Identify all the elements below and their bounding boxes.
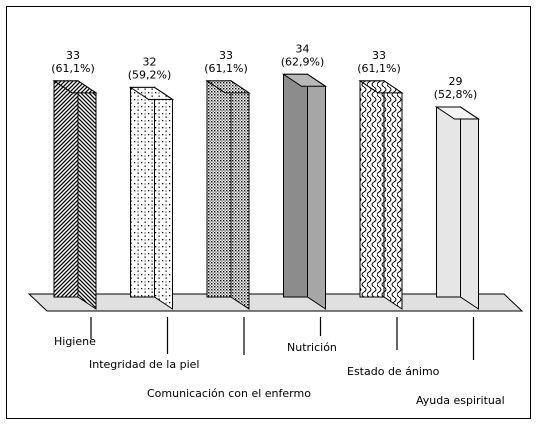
bar-side-face — [230, 79, 250, 310]
bar-top-face — [205, 80, 251, 94]
value-label: 29 — [449, 75, 463, 88]
bar-1 — [52, 79, 98, 310]
bar-top-face — [52, 80, 98, 94]
bar-side-face — [307, 73, 326, 310]
bar-front-face — [53, 80, 79, 298]
value-label: 32 — [143, 55, 157, 68]
category-label: Estado de ánimo — [347, 365, 440, 378]
category-label: Comunicación con el enfermo — [147, 387, 311, 400]
bar-2 — [128, 86, 175, 310]
bar-top-face — [281, 73, 328, 87]
bar-side-face — [77, 79, 97, 310]
percent-label: (61,1%) — [357, 62, 401, 75]
percent-label: (52,8%) — [434, 88, 478, 101]
bar-side-face — [383, 79, 403, 310]
bar-front-face — [206, 80, 232, 298]
value-label: 33 — [66, 49, 80, 62]
percent-label: (62,9%) — [281, 55, 325, 68]
category-label: Nutrición — [287, 341, 337, 354]
bar-6 — [434, 106, 481, 310]
bar-front-face — [436, 106, 461, 298]
chart-frame: 33 (61,1%) Higiene 32 (59,2%) Integridad de l… — [6, 6, 531, 419]
value-label: 34 — [296, 42, 310, 55]
bar-4 — [281, 73, 328, 310]
bar-3 — [205, 79, 251, 310]
percent-label: (61,1%) — [204, 62, 248, 75]
bar-side-face — [460, 106, 479, 310]
bar-side-face — [154, 86, 173, 310]
bar-5 — [358, 79, 404, 310]
bar-top-face — [358, 80, 404, 94]
value-label: 33 — [219, 49, 233, 62]
bar-top-face — [434, 106, 481, 120]
value-label: 33 — [372, 49, 386, 62]
category-label: Ayuda espiritual — [416, 394, 505, 407]
category-label: Higiene — [54, 335, 96, 348]
bar-front-face — [130, 86, 155, 298]
bar-top-face — [128, 86, 175, 100]
percent-label: (59,2%) — [128, 68, 172, 81]
bar-front-face — [283, 73, 308, 298]
percent-label: (61,1%) — [51, 62, 95, 75]
category-label: Integridad de la piel — [89, 358, 199, 371]
bar-front-face — [359, 80, 385, 298]
